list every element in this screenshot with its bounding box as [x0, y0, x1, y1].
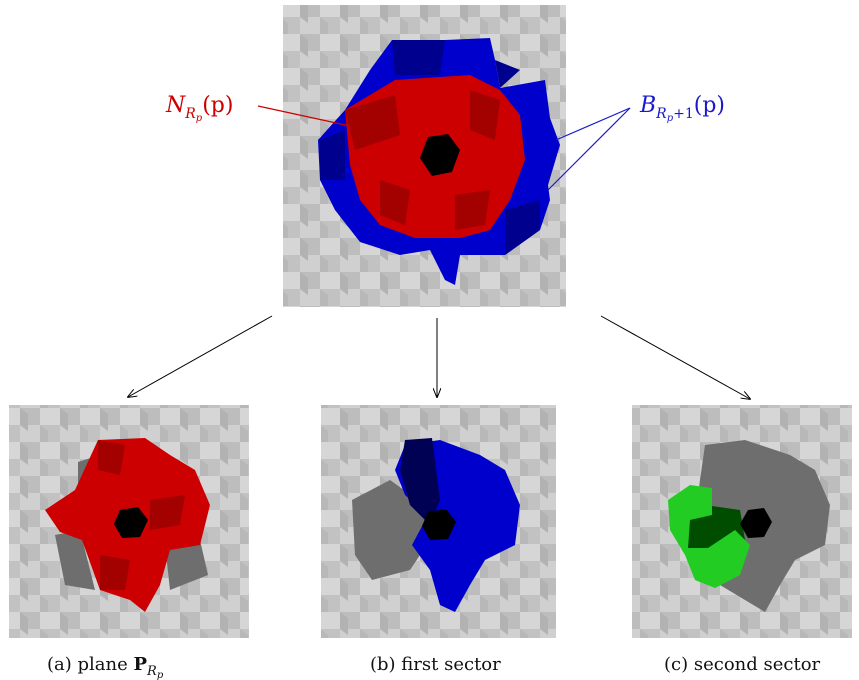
panel-c — [632, 405, 852, 638]
label-boundary: BRp+1(p) — [547, 93, 725, 191]
arrow-to-c — [600, 315, 750, 399]
caption-a-sub: R — [146, 664, 157, 679]
center-voxel — [420, 134, 460, 176]
label-boundary-main: B — [639, 93, 656, 118]
label-boundary-leader-1 — [555, 107, 631, 141]
arrow-to-a — [128, 315, 273, 397]
neighborhood-shade — [345, 90, 500, 230]
label-neighborhood: NRp(p) — [165, 93, 351, 127]
panel-b-dark-sector — [400, 438, 440, 525]
label-boundary-leader-2 — [547, 107, 631, 191]
panel-c-green-region — [668, 485, 750, 588]
label-boundary-plus: +1 — [673, 106, 694, 122]
label-neighborhood-leader — [257, 105, 351, 127]
label-boundary-sub: R — [655, 106, 667, 122]
boundary-shade — [320, 40, 540, 255]
panel-c-center-voxel — [740, 508, 772, 538]
caption-c: (c) second sector — [664, 654, 821, 675]
label-boundary-arg: (p) — [694, 93, 725, 118]
label-neighborhood-sub: R — [184, 106, 196, 122]
label-neighborhood-subsub: p — [196, 113, 203, 124]
top-panel — [283, 5, 566, 307]
svg-text:BRp+1(p): BRp+1(p) — [639, 93, 725, 124]
panel-a-center-voxel — [114, 507, 148, 538]
caption-a-subsub: p — [157, 670, 164, 680]
caption-a-bold: P — [133, 654, 147, 675]
svg-text:NRp(p): NRp(p) — [165, 93, 233, 124]
panel-b-center-voxel — [422, 509, 456, 540]
caption-b: (b) first sector — [370, 654, 501, 675]
label-neighborhood-main: N — [165, 93, 186, 118]
caption-a: (a) plane PRp — [47, 654, 164, 680]
panel-b — [321, 405, 556, 638]
panel-a — [9, 405, 249, 638]
captions: (a) plane PRp (b) first sector (c) secon… — [47, 654, 821, 680]
label-boundary-subsub: p — [667, 113, 674, 124]
label-neighborhood-arg: (p) — [202, 93, 233, 118]
arrows — [128, 315, 750, 399]
panel-a-red-shade — [98, 440, 185, 590]
